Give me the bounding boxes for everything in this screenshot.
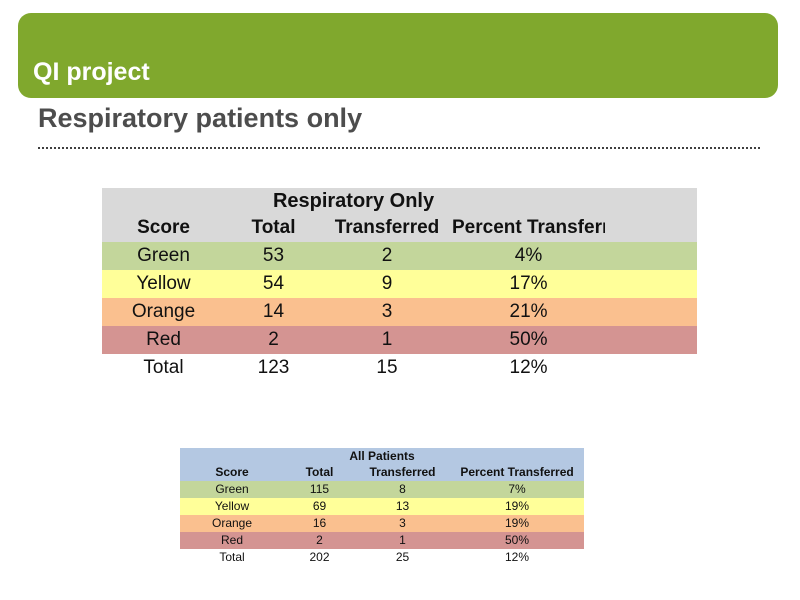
table-row: Orange 14 3 21% (102, 298, 698, 326)
empty-cell (605, 270, 698, 298)
total-cell: 53 (225, 242, 322, 270)
score-cell: Orange (102, 298, 225, 326)
percent-cell: 50% (452, 326, 606, 354)
score-cell: Yellow (102, 270, 225, 298)
total-cell: 123 (257, 357, 290, 378)
score-cell: Green (102, 242, 225, 270)
column-header: Percent Transferred (450, 464, 585, 481)
score-cell: Yellow (180, 498, 284, 515)
score-cell: Total (143, 357, 184, 378)
page-title: Respiratory patients only (38, 103, 363, 133)
table-title-row: All Patients (180, 448, 585, 464)
transferred-cell: 13 (355, 498, 450, 515)
empty-cell (605, 326, 698, 354)
score-cell: Total (219, 550, 245, 564)
column-header: Score (180, 464, 284, 481)
banner: QI project (18, 13, 778, 98)
table-row: Red 2 1 50% (102, 326, 698, 354)
transferred-cell: 8 (355, 481, 450, 498)
percent-cell: 4% (452, 242, 606, 270)
table-row: Yellow 54 9 17% (102, 270, 698, 298)
banner-title: QI project (33, 58, 150, 86)
percent-cell: 7% (450, 481, 585, 498)
table-row: Total 123 15 12% (102, 354, 697, 382)
percent-cell: 21% (452, 298, 606, 326)
table-row: Red 2 1 50% (180, 532, 585, 549)
empty-cell (605, 188, 698, 214)
percent-cell: 19% (450, 498, 585, 515)
table-row: Green 115 8 7% (180, 481, 585, 498)
total-cell: 14 (225, 298, 322, 326)
transferred-cell: 9 (322, 270, 452, 298)
divider-dotted-line (38, 147, 760, 149)
column-header: Percent Transferred (452, 214, 606, 242)
total-cell: 2 (225, 326, 322, 354)
table-row: Green 53 2 4% (102, 242, 698, 270)
table-title-row: Respiratory Only (102, 188, 698, 214)
score-cell: Red (180, 532, 284, 549)
total-cell: 16 (284, 515, 355, 532)
empty-cell (605, 354, 697, 382)
respiratory-only-table: Respiratory Only Score Total Transferred Per… (102, 188, 698, 382)
transferred-cell: 3 (355, 515, 450, 532)
percent-cell: 12% (505, 550, 530, 564)
transferred-cell: 1 (355, 532, 450, 549)
percent-cell: 12% (509, 357, 548, 378)
column-header: Transferred (355, 464, 450, 481)
total-cell: 2 (284, 532, 355, 549)
column-header: Score (102, 214, 225, 242)
transferred-cell: 3 (322, 298, 452, 326)
score-cell: Red (102, 326, 225, 354)
total-cell: 115 (284, 481, 355, 498)
table-row: Total 202 25 12% (180, 549, 584, 566)
percent-cell: 19% (450, 515, 585, 532)
score-cell: Green (180, 481, 284, 498)
all-patients-table: All Patients Score Total Transferred Percent… (180, 448, 585, 566)
transferred-cell: 1 (322, 326, 452, 354)
percent-cell: 17% (452, 270, 606, 298)
table-title: Respiratory Only (102, 188, 606, 214)
total-cell: 202 (309, 550, 330, 564)
total-cell: 69 (284, 498, 355, 515)
transferred-cell: 2 (322, 242, 452, 270)
column-header: Transferred (322, 214, 452, 242)
total-cell: 54 (225, 270, 322, 298)
empty-cell (605, 214, 698, 242)
empty-cell (605, 298, 698, 326)
table-row: Yellow 69 13 19% (180, 498, 585, 515)
column-header: Total (225, 214, 322, 242)
table-title: All Patients (180, 448, 585, 464)
empty-cell (605, 242, 698, 270)
column-header: Total (284, 464, 355, 481)
transferred-cell: 25 (395, 550, 410, 564)
score-cell: Orange (180, 515, 284, 532)
percent-cell: 50% (450, 532, 585, 549)
table-row: Orange 16 3 19% (180, 515, 585, 532)
transferred-cell: 15 (376, 357, 398, 378)
